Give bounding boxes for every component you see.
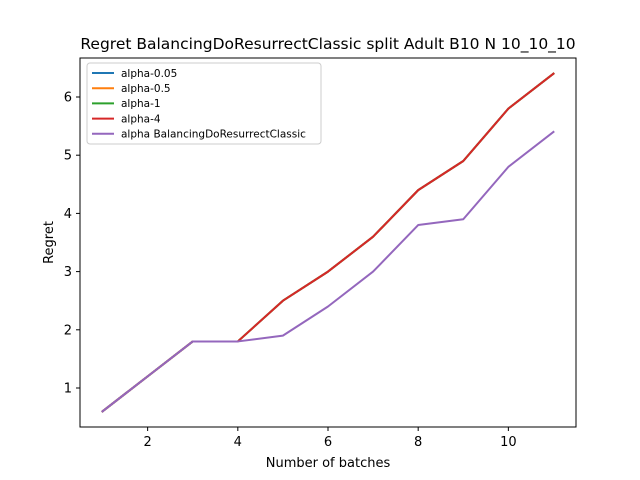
x-tick-label: 8 xyxy=(414,435,422,450)
x-tick-label: 10 xyxy=(500,435,517,450)
y-tick-label: 1 xyxy=(64,382,72,397)
x-tick-label: 4 xyxy=(234,435,242,450)
chart-title: Regret BalancingDoResurrectClassic split… xyxy=(80,35,575,54)
y-tick-label: 2 xyxy=(64,323,72,338)
y-axis-label: Regret xyxy=(42,221,57,264)
x-axis: 2 4 6 8 10 xyxy=(143,427,517,450)
legend-label-2: alpha-1 xyxy=(121,98,161,110)
series-line-4 xyxy=(101,130,555,413)
y-tick-label: 6 xyxy=(64,90,72,105)
legend: alpha-0.05 alpha-0.5 alpha-1 alpha-4 alpha B… xyxy=(86,62,322,145)
y-tick-label: 3 xyxy=(64,265,72,280)
legend-label-1: alpha-0.5 xyxy=(121,83,171,95)
x-tick-label: 2 xyxy=(143,435,151,450)
legend-label-0: alpha-0.05 xyxy=(121,68,177,80)
y-tick-label: 5 xyxy=(64,149,72,164)
y-tick-label: 4 xyxy=(64,207,72,222)
x-axis-label: Number of batches xyxy=(266,456,391,471)
legend-label-3: alpha-4 xyxy=(121,113,161,125)
legend-label-4: alpha BalancingDoResurrectClassic xyxy=(121,129,306,141)
legend-frame xyxy=(86,62,322,145)
plot-area xyxy=(101,72,555,413)
y-axis: 1 2 3 4 5 6 xyxy=(64,90,80,397)
x-tick-label: 6 xyxy=(324,435,332,450)
